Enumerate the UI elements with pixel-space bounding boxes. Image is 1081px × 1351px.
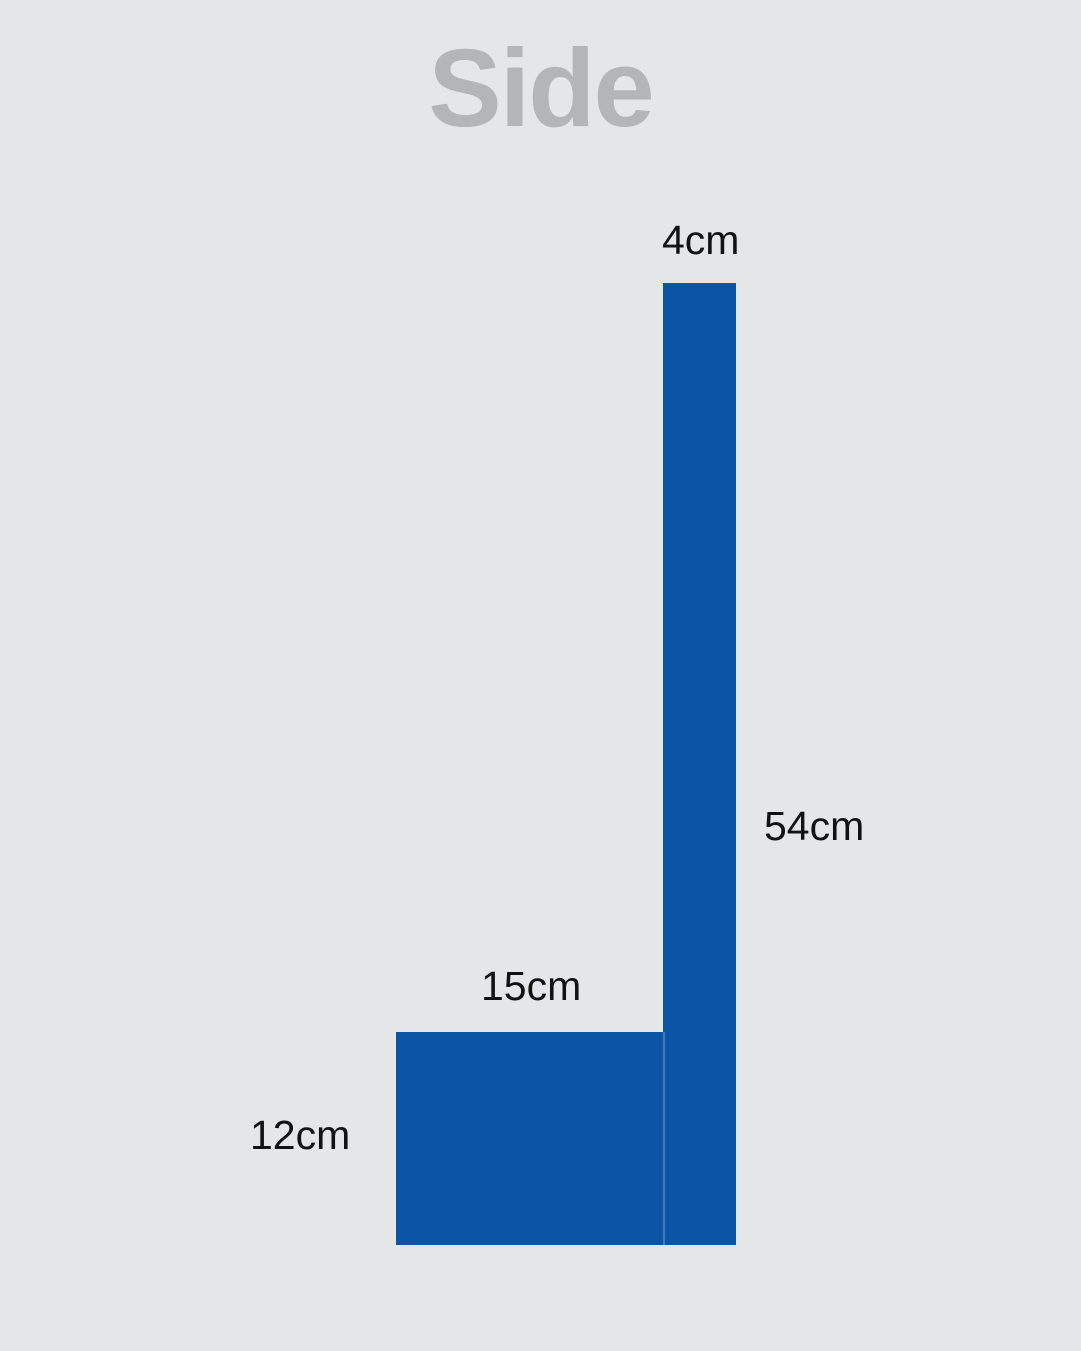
shape-seam-line: [663, 1032, 665, 1245]
dimension-label-column-height: 54cm: [764, 803, 865, 849]
view-title: Side: [428, 27, 654, 150]
profile-column-shape: [663, 283, 736, 1245]
dimension-label-foot-width: 15cm: [481, 963, 582, 1009]
dimension-label-column-width: 4cm: [662, 217, 740, 263]
dimension-label-foot-height: 12cm: [250, 1112, 351, 1158]
profile-foot-shape: [396, 1032, 663, 1245]
